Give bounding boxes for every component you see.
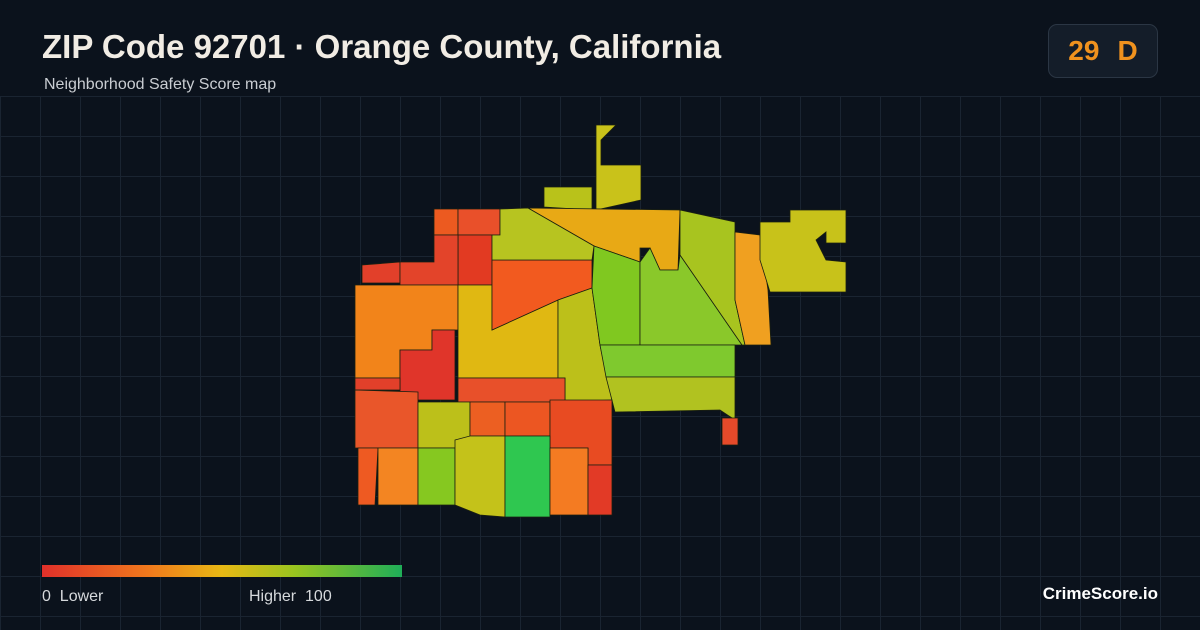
tract bbox=[357, 447, 379, 506]
title: ZIP Code 92701 · Orange County, Californ… bbox=[42, 28, 722, 65]
tract bbox=[454, 435, 506, 518]
tract bbox=[491, 207, 595, 261]
tract bbox=[504, 435, 551, 518]
tract bbox=[457, 377, 566, 403]
tract bbox=[599, 344, 736, 378]
legend-max-label: Higher bbox=[249, 588, 297, 605]
tract bbox=[543, 186, 593, 211]
tract bbox=[399, 234, 459, 286]
tract bbox=[591, 245, 641, 346]
legend-high: Higher 100 bbox=[249, 588, 332, 606]
tract bbox=[587, 464, 613, 516]
tract bbox=[469, 401, 506, 437]
legend-min: 0 bbox=[42, 588, 51, 605]
subtitle: Neighborhood Safety Score map bbox=[44, 76, 277, 93]
legend-max: 100 bbox=[305, 588, 332, 605]
tract bbox=[605, 376, 736, 421]
tract bbox=[457, 208, 501, 236]
tract bbox=[377, 447, 419, 506]
tract bbox=[595, 124, 642, 211]
tract bbox=[433, 208, 459, 236]
tract bbox=[354, 389, 419, 449]
tract bbox=[504, 401, 551, 437]
tract bbox=[457, 234, 493, 286]
legend-scale bbox=[42, 565, 402, 577]
score-badge: 29 D bbox=[1048, 24, 1158, 78]
brand: CrimeScore.io bbox=[1042, 584, 1158, 603]
tract bbox=[549, 447, 589, 516]
tract bbox=[417, 447, 456, 506]
score-value: 29 bbox=[1068, 35, 1100, 66]
score-grade: D bbox=[1117, 35, 1138, 66]
tract bbox=[721, 417, 739, 446]
tract bbox=[361, 261, 401, 284]
legend-low: 0 Lower bbox=[42, 588, 103, 606]
legend-min-label: Lower bbox=[59, 588, 104, 605]
tract bbox=[759, 209, 847, 293]
tract bbox=[354, 377, 401, 391]
